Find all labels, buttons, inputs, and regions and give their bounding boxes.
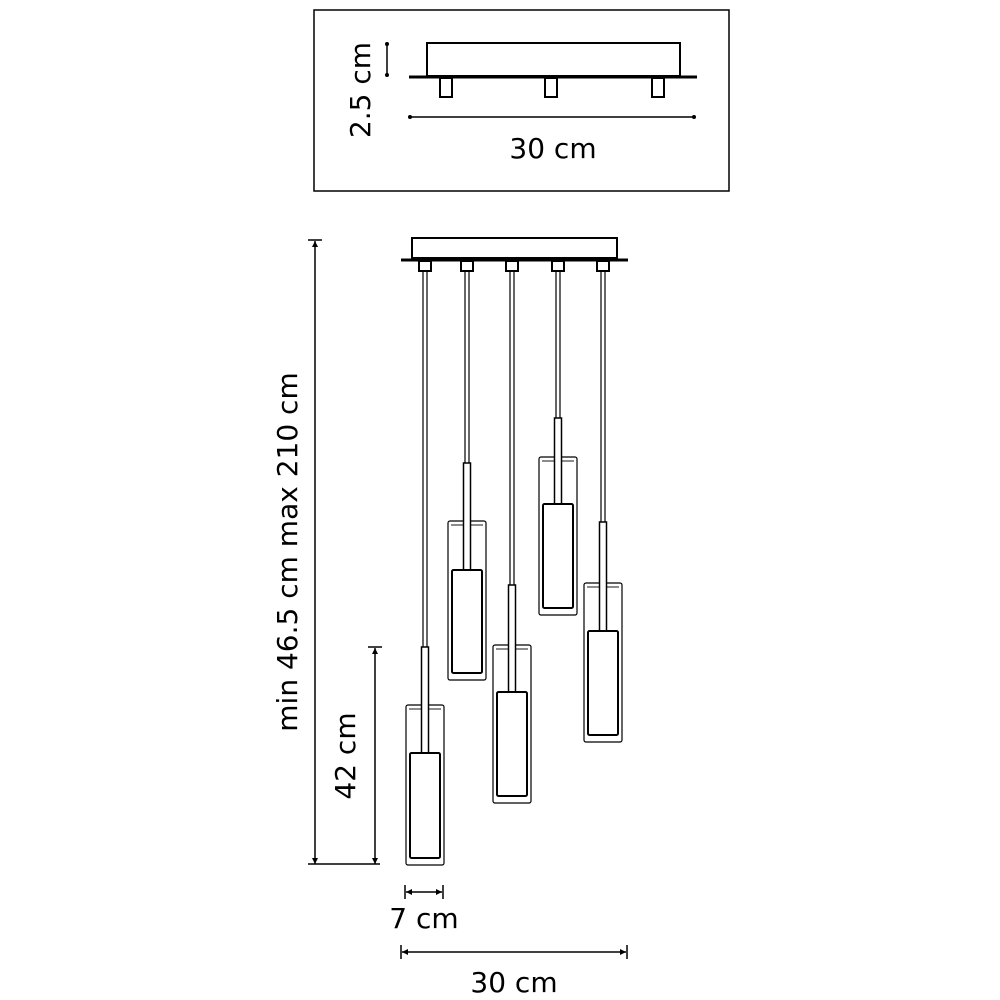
stem-tube bbox=[553, 417, 563, 505]
inner-diffuser bbox=[587, 630, 619, 736]
inner-diffuser bbox=[496, 691, 528, 797]
canopy-body bbox=[411, 237, 618, 259]
inner-diffuser bbox=[451, 569, 483, 674]
stem-tube bbox=[462, 462, 472, 571]
inner-diffuser bbox=[542, 503, 574, 609]
canopy-height-label: 2.5 cm bbox=[344, 42, 377, 138]
canopy-leg bbox=[651, 77, 665, 98]
canopy-width-label: 30 cm bbox=[470, 966, 557, 999]
connector bbox=[596, 260, 610, 272]
canopy-leg bbox=[439, 77, 453, 98]
front-dimensions: min 46.5 cm max 210 cm 42 cm 7 cm 30 cm bbox=[271, 239, 628, 999]
canopy-width-label: 30 cm bbox=[509, 132, 596, 165]
stem-tube bbox=[598, 521, 608, 632]
pendant-width-label: 7 cm bbox=[389, 902, 458, 935]
canopy-detail-box: 2.5 cm 30 cm bbox=[313, 9, 730, 192]
connector bbox=[505, 260, 519, 272]
stem-tube bbox=[420, 646, 430, 754]
total-height-label: min 46.5 cm max 210 cm bbox=[271, 372, 304, 731]
connector bbox=[551, 260, 565, 272]
inner-diffuser bbox=[409, 752, 441, 859]
connector bbox=[418, 260, 432, 272]
connector bbox=[460, 260, 474, 272]
pendant-height-label: 42 cm bbox=[329, 712, 362, 799]
canopy-leg bbox=[544, 77, 558, 98]
front-canopy bbox=[401, 237, 628, 262]
detail-frame bbox=[313, 9, 730, 192]
canopy-body bbox=[426, 42, 681, 77]
pendants bbox=[405, 260, 623, 866]
stem-tube bbox=[507, 584, 517, 693]
